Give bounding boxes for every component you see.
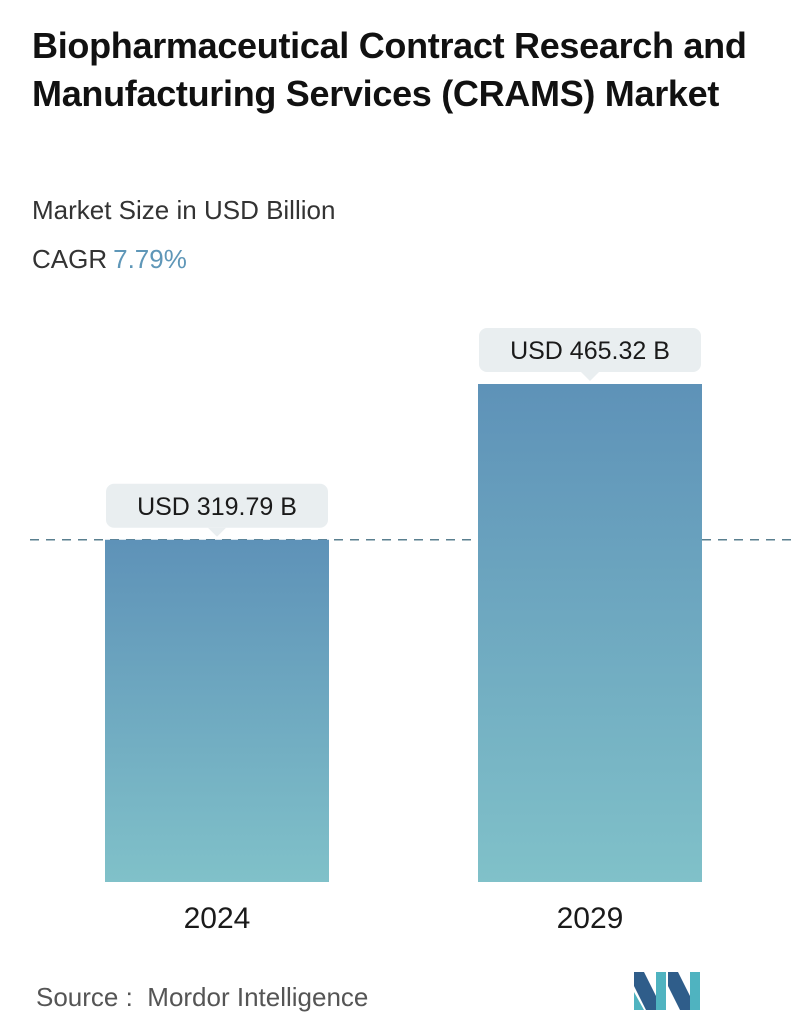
cagr-value: 7.79% xyxy=(113,244,187,274)
data-label-pointer-2024 xyxy=(208,527,226,537)
data-label-2029: USD 465.32 B xyxy=(510,337,670,365)
source-line: Source : Mordor Intelligence xyxy=(36,980,368,1014)
data-label-2024: USD 319.79 B xyxy=(137,493,297,521)
cagr-line: CAGR 7.79% xyxy=(32,242,187,276)
cagr-label: CAGR xyxy=(32,244,108,274)
mordor-intelligence-logo-icon xyxy=(634,972,700,1010)
x-tick-label-2029: 2029 xyxy=(557,902,624,935)
bar-2029 xyxy=(478,384,702,882)
chart-title: Biopharmaceutical Contract Research and … xyxy=(32,25,747,114)
data-label-bg-2024 xyxy=(106,483,328,528)
x-tick-label-2024: 2024 xyxy=(184,902,251,935)
data-label-bg-2029 xyxy=(479,328,701,372)
data-label-pointer-2029 xyxy=(581,372,599,381)
bar-2024 xyxy=(105,539,329,882)
source-name: Mordor Intelligence xyxy=(147,982,369,1012)
source-label: Source : xyxy=(36,982,133,1012)
chart-subtitle: Market Size in USD Billion xyxy=(32,195,336,225)
